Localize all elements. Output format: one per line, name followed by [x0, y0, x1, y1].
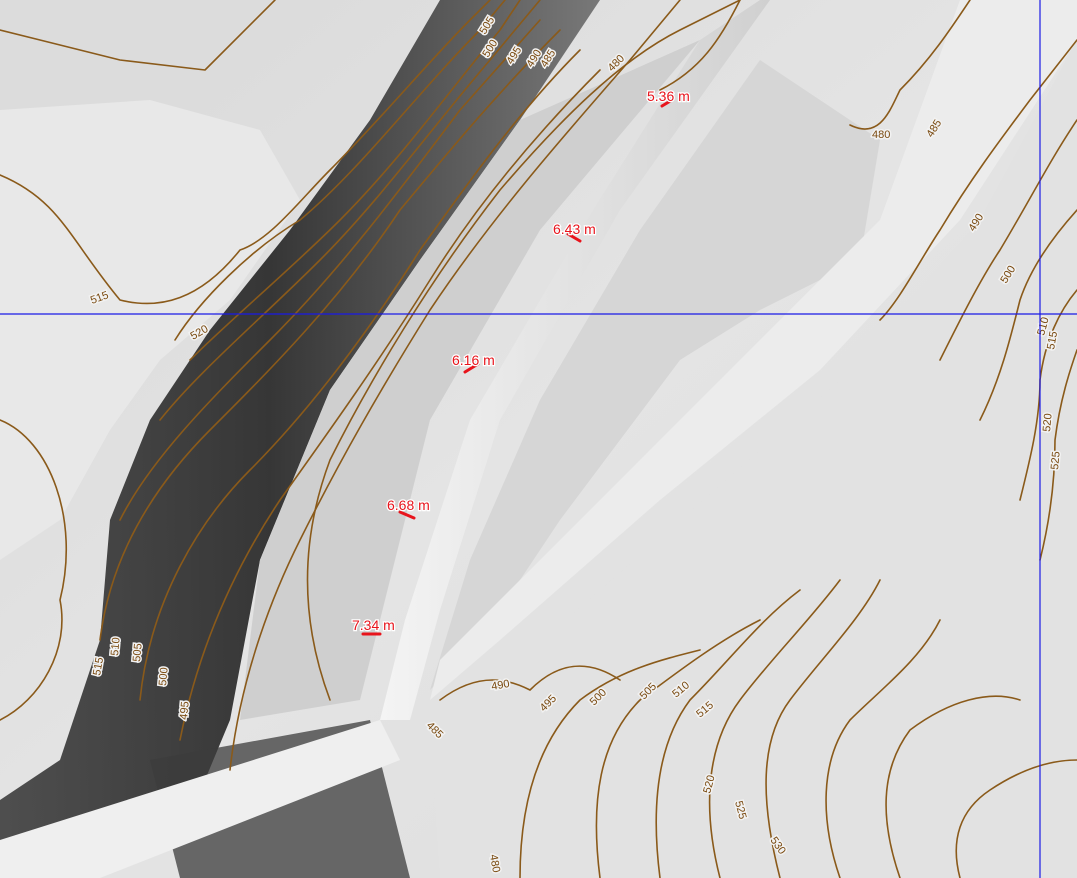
contour-label: 520: [1041, 413, 1055, 432]
contour-label: 525: [1049, 451, 1063, 470]
measurement-labels: 5.36 m 6.43 m 6.16 m 6.68 m 7.34 m: [351, 87, 691, 635]
right-hills: [430, 40, 1077, 878]
central-basin: [430, 60, 880, 690]
contour-label: 480: [872, 129, 890, 141]
measurement-label: 6.43 m: [553, 221, 596, 237]
road: [380, 0, 770, 720]
steep-slope: [0, 0, 600, 878]
measurement-tick[interactable]: [660, 98, 674, 108]
contour-label: 515: [1045, 330, 1060, 350]
measurement-label: 6.16 m: [452, 352, 495, 368]
contour-label: 505: [131, 643, 145, 662]
measurement-tick[interactable]: [463, 362, 480, 374]
contour-label: 515: [91, 656, 106, 676]
measurement-ticks[interactable]: [361, 98, 674, 636]
contour-label: 500: [157, 667, 171, 686]
upper-field: [0, 0, 275, 110]
highway-band: [430, 0, 1077, 700]
mid-slope: [240, 40, 700, 720]
measurement-tick[interactable]: [566, 232, 582, 243]
contour-label: 495: [178, 701, 192, 720]
measurement-label: 5.36 m: [647, 88, 690, 104]
measurement-tick[interactable]: [398, 510, 416, 520]
contour-label: 480: [487, 853, 502, 873]
measurement-label: 6.68 m: [387, 497, 430, 513]
left-upland: [0, 100, 300, 560]
measurement-label: 7.34 m: [352, 617, 395, 633]
contour-label: 510: [109, 637, 123, 656]
lower-road: [0, 720, 400, 878]
contour-label: 490: [490, 678, 510, 693]
